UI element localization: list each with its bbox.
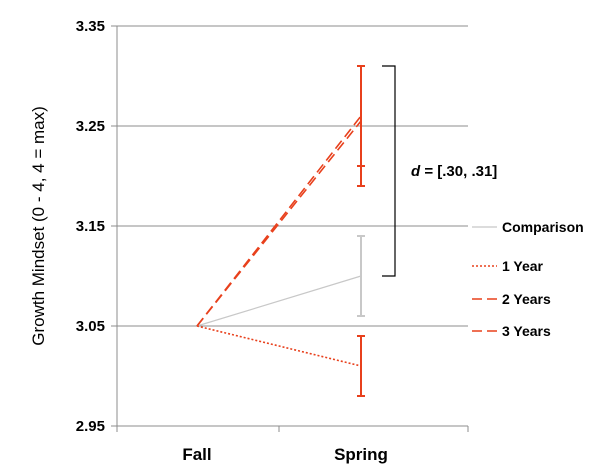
y-axis-label: Growth Mindset (0 - 4, 4 = max): [29, 106, 48, 346]
y-tick-label: 2.95: [76, 418, 105, 435]
y-tick-label: 3.25: [76, 118, 105, 135]
effect-size-annotation: d = [.30, .31]: [411, 163, 497, 180]
effect-size-bracket: [382, 65, 396, 277]
series-line: [196, 325, 362, 367]
legend-item: 3 Years: [472, 323, 551, 339]
series-line: [196, 275, 362, 327]
y-tick-label: 3.35: [76, 18, 105, 35]
effect-size-symbol: d: [411, 163, 421, 180]
effect-size-range: = [.30, .31]: [420, 163, 497, 180]
legend-item: 2 Years: [472, 291, 551, 307]
y-tick-label: 3.15: [76, 218, 105, 235]
series-line: [196, 115, 362, 327]
x-tick-label: Spring: [334, 445, 388, 464]
legend-item: 1 Year: [472, 258, 544, 274]
annotation-layer: d = [.30, .31]: [382, 65, 497, 277]
legend-item: Comparison: [472, 219, 584, 235]
legend-label: Comparison: [502, 219, 584, 235]
legend-layer: Comparison 1 Year 2 Years 3 Years: [472, 219, 584, 339]
error-bar: [357, 65, 365, 167]
axis-layer: 2.95 3.05 3.15 3.25 3.35 Fall Spring: [76, 18, 469, 464]
series-layer: [196, 65, 365, 397]
series-line: [196, 120, 362, 327]
legend-label: 1 Year: [502, 258, 544, 274]
x-tick-label: Fall: [182, 445, 211, 464]
grid-layer: [117, 25, 468, 327]
legend-label: 2 Years: [502, 291, 551, 307]
legend-label: 3 Years: [502, 323, 551, 339]
y-tick-label: 3.05: [76, 318, 105, 335]
